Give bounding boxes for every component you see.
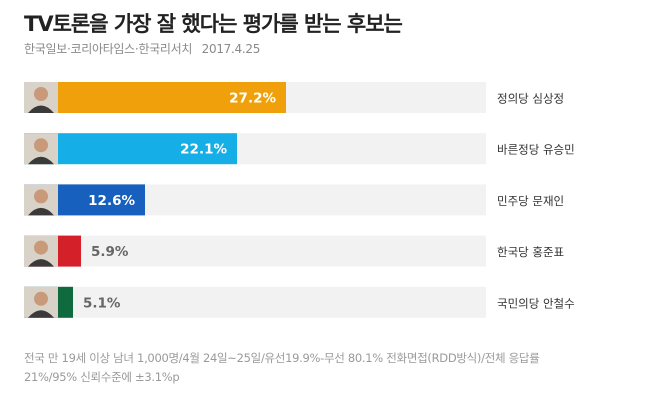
category-label: 민주당 문재인 xyxy=(497,194,564,208)
candidate-photo-face xyxy=(34,87,48,101)
value-label: 5.1% xyxy=(83,295,121,311)
value-label: 12.6% xyxy=(88,193,135,209)
bar-chart: 27.2% 정의당 심상정 22.1% 바른정당 유승민 12.6% 민주당 문재인 5.9… xyxy=(24,82,575,318)
footnote-line-1: 전국 만 19세 이상 남녀 1,000명/4월 24일~25일/유선19.9%… xyxy=(24,351,540,365)
category-label: 한국당 홍준표 xyxy=(497,245,564,259)
value-label: 5.9% xyxy=(91,244,129,260)
category-label: 바른정당 유승민 xyxy=(497,143,575,157)
footnote-line-2: 21%/95% 신뢰수준에 ±3.1%p xyxy=(24,370,180,384)
category-label: 정의당 심상정 xyxy=(497,92,564,106)
candidate-photo-body xyxy=(28,310,54,318)
candidate-photo-face xyxy=(34,189,48,204)
bar xyxy=(24,133,237,165)
category-label: 국민의당 안철수 xyxy=(497,296,575,310)
chart-subtitle: 한국일보·코리아타임스·한국리서치 2017.4.25 xyxy=(24,40,260,57)
footnote: 전국 만 19세 이상 남녀 1,000명/4월 24일~25일/유선19.9%… xyxy=(24,349,624,387)
value-label: 22.1% xyxy=(180,142,227,158)
candidate-photo-body xyxy=(28,207,54,216)
candidate-photo-body xyxy=(28,156,54,165)
candidate-photo-body xyxy=(28,105,54,113)
candidate-photo-face xyxy=(34,240,48,255)
date-text: 2017.4.25 xyxy=(201,42,261,56)
bar-track xyxy=(24,286,486,318)
chart-title: TV토론을 가장 잘 했다는 평가를 받는 후보는 xyxy=(24,12,403,36)
source-text: 한국일보·코리아타임스·한국리서치 xyxy=(24,42,193,56)
candidate-photo-body xyxy=(28,259,54,267)
candidate-photo-face xyxy=(34,291,48,306)
bar-track xyxy=(24,235,486,267)
bar xyxy=(24,82,286,113)
candidate-photo-face xyxy=(34,138,48,153)
value-label: 27.2% xyxy=(229,91,276,107)
